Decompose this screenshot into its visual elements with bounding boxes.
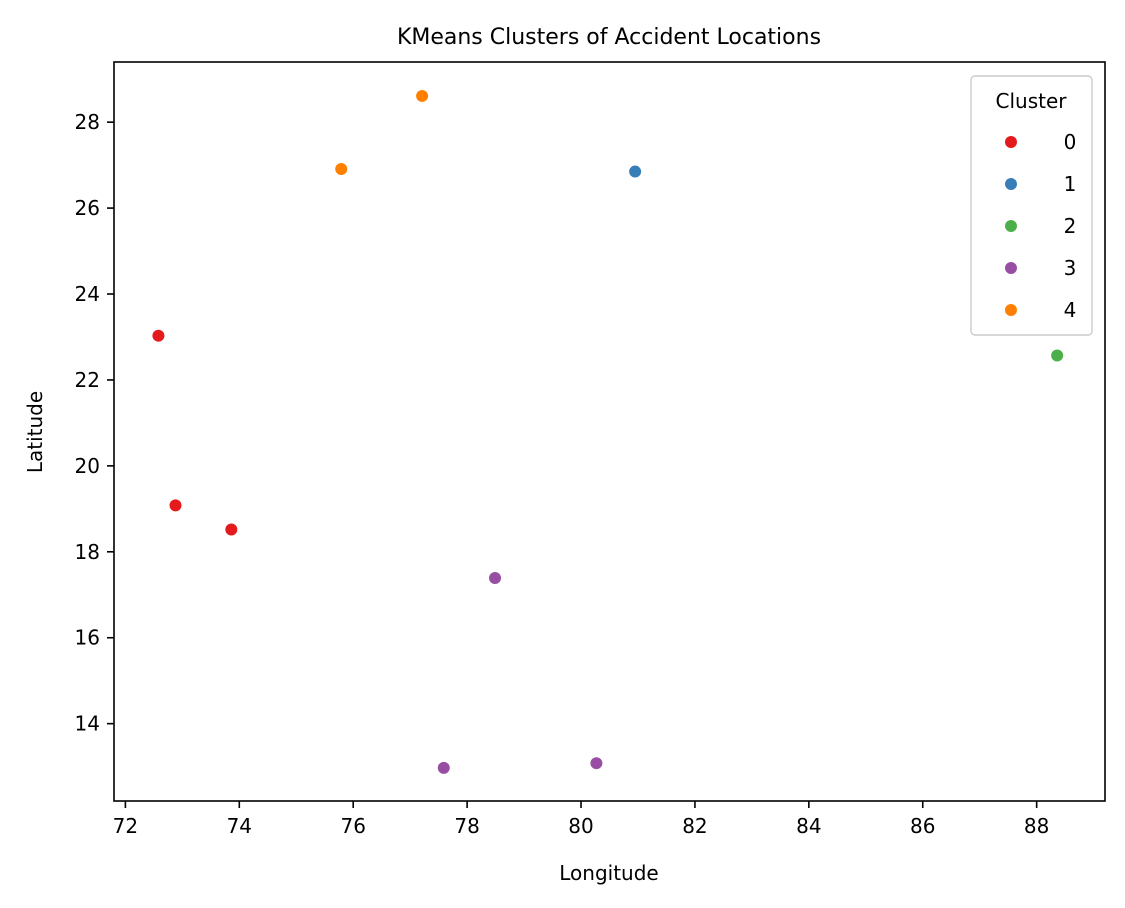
y-tick-label: 14 bbox=[75, 712, 100, 736]
x-tick-label: 84 bbox=[796, 814, 821, 838]
x-tick-label: 80 bbox=[568, 814, 593, 838]
legend-label-4: 4 bbox=[1064, 298, 1077, 322]
y-tick-label: 20 bbox=[75, 454, 100, 478]
data-point-cluster-1 bbox=[628, 164, 643, 179]
plot-area-frame bbox=[113, 61, 1106, 802]
data-point-cluster-4 bbox=[415, 88, 430, 103]
legend-items: 0 1 2 3 4 bbox=[1004, 130, 1077, 322]
x-tick-label: 86 bbox=[910, 814, 935, 838]
axis-ticks: 72 74 76 78 80 82 84 86 88 14 16 18 20 22 24 26 28 bbox=[75, 110, 1050, 838]
x-axis-label: Longitude bbox=[559, 861, 658, 885]
y-tick-label: 26 bbox=[75, 196, 100, 220]
legend-label-1: 1 bbox=[1064, 172, 1077, 196]
data-point-cluster-0 bbox=[168, 498, 183, 513]
data-point-cluster-3 bbox=[436, 760, 451, 775]
data-point-cluster-0 bbox=[224, 522, 239, 537]
legend-marker-3 bbox=[1004, 261, 1018, 275]
legend-marker-2 bbox=[1004, 219, 1018, 233]
legend-marker-0 bbox=[1004, 135, 1018, 149]
x-tick-label: 88 bbox=[1024, 814, 1049, 838]
x-tick-label: 72 bbox=[113, 814, 138, 838]
data-point-cluster-3 bbox=[488, 571, 503, 586]
legend-label-0: 0 bbox=[1064, 130, 1077, 154]
data-point-cluster-2 bbox=[1050, 348, 1065, 363]
y-tick-label: 28 bbox=[75, 110, 100, 134]
data-point-cluster-3 bbox=[589, 756, 604, 771]
y-tick-label: 16 bbox=[75, 626, 100, 650]
legend-marker-4 bbox=[1004, 303, 1018, 317]
data-point-cluster-0 bbox=[151, 328, 166, 343]
legend-marker-1 bbox=[1004, 177, 1018, 191]
x-tick-label: 74 bbox=[227, 814, 252, 838]
legend-frame bbox=[970, 75, 1093, 336]
y-tick-label: 22 bbox=[75, 368, 100, 392]
y-tick-label: 24 bbox=[75, 282, 100, 306]
data-point-cluster-4 bbox=[334, 161, 349, 176]
legend: Cluster 0 1 2 3 4 bbox=[970, 75, 1093, 336]
data-points bbox=[151, 88, 1065, 775]
legend-label-2: 2 bbox=[1064, 214, 1077, 238]
legend-label-3: 3 bbox=[1064, 256, 1077, 280]
chart-title: KMeans Clusters of Accident Locations bbox=[397, 25, 821, 50]
x-tick-label: 82 bbox=[682, 814, 707, 838]
x-tick-label: 76 bbox=[340, 814, 365, 838]
y-tick-label: 18 bbox=[75, 540, 100, 564]
legend-title: Cluster bbox=[996, 89, 1068, 113]
x-tick-label: 78 bbox=[454, 814, 479, 838]
y-axis-label: Latitude bbox=[23, 391, 47, 473]
